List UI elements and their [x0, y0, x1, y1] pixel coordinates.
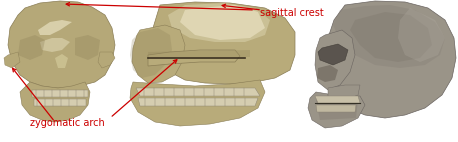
Polygon shape — [38, 20, 72, 35]
Polygon shape — [32, 90, 88, 97]
Polygon shape — [180, 5, 265, 40]
Polygon shape — [148, 50, 240, 66]
Polygon shape — [55, 54, 68, 68]
Polygon shape — [316, 105, 356, 112]
Text: zygomatic arch: zygomatic arch — [30, 118, 105, 128]
Polygon shape — [168, 3, 270, 42]
Polygon shape — [315, 30, 355, 90]
Polygon shape — [318, 44, 348, 65]
Polygon shape — [148, 50, 250, 57]
Polygon shape — [132, 25, 185, 83]
Polygon shape — [98, 52, 115, 68]
Polygon shape — [316, 100, 358, 120]
Polygon shape — [138, 98, 258, 106]
Polygon shape — [40, 38, 70, 52]
Polygon shape — [317, 65, 338, 82]
Polygon shape — [75, 35, 100, 60]
Polygon shape — [34, 99, 86, 106]
Polygon shape — [398, 8, 445, 62]
Polygon shape — [308, 92, 365, 128]
Polygon shape — [333, 5, 445, 68]
Polygon shape — [130, 28, 172, 78]
Polygon shape — [136, 88, 260, 96]
Polygon shape — [326, 1, 456, 118]
Polygon shape — [350, 12, 432, 62]
Polygon shape — [152, 2, 295, 84]
Polygon shape — [4, 52, 20, 68]
Text: sagittal crest: sagittal crest — [260, 8, 324, 18]
Polygon shape — [18, 35, 45, 60]
Polygon shape — [328, 85, 360, 100]
Polygon shape — [130, 80, 265, 126]
Polygon shape — [315, 96, 360, 103]
Polygon shape — [20, 82, 90, 122]
Polygon shape — [8, 1, 115, 88]
